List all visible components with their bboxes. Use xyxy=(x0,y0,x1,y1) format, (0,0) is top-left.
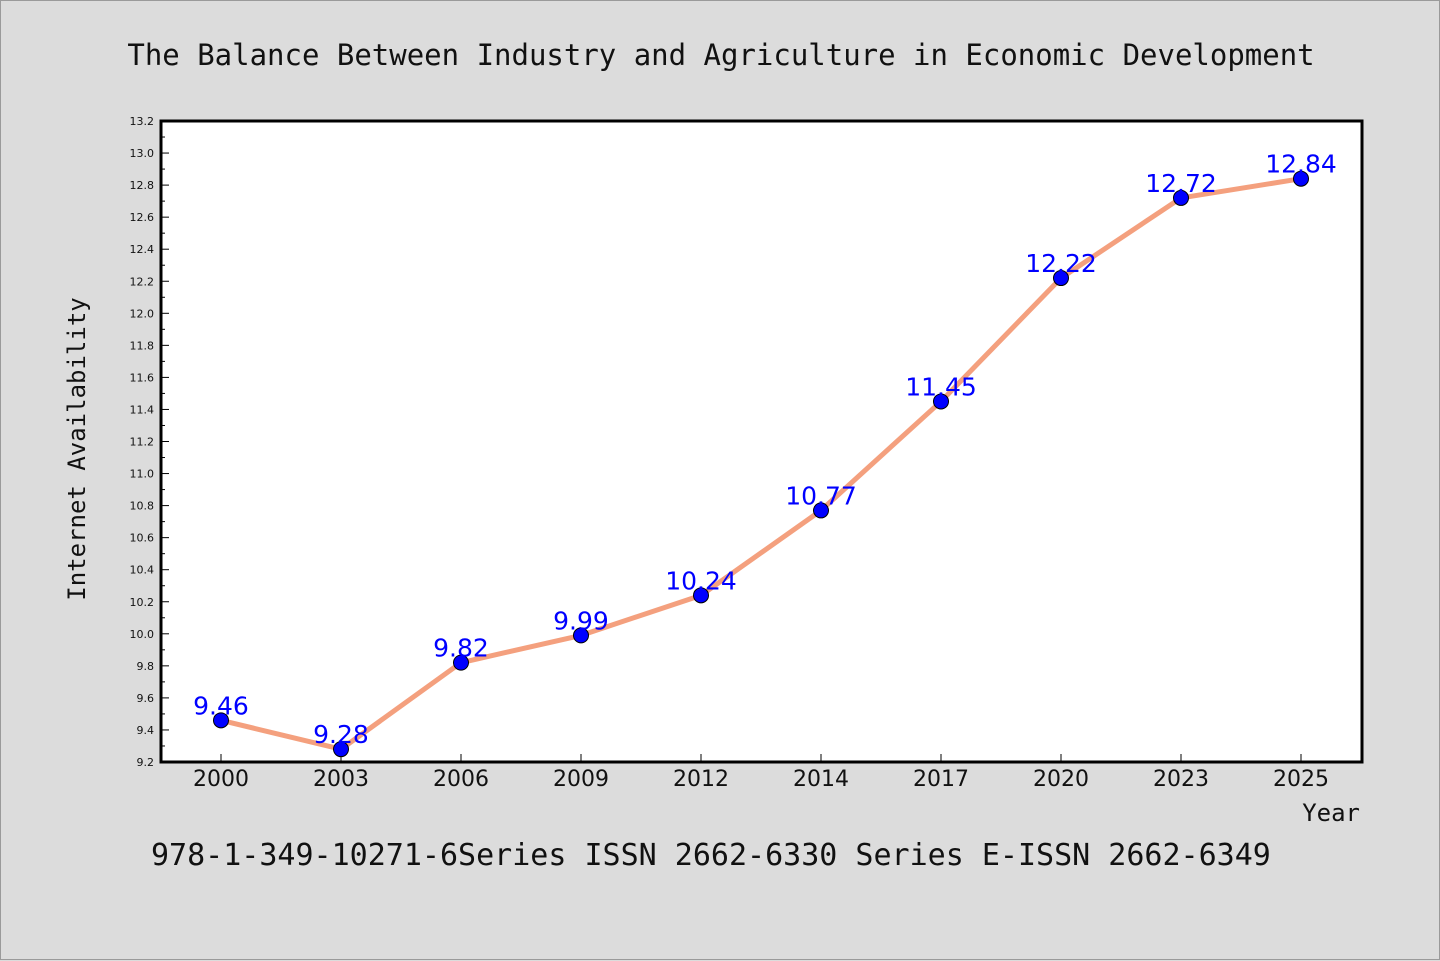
y-tick-label: 11.0 xyxy=(130,468,155,481)
x-axis: 2000 2003 2006 2009 2012 2014 2017 2020 2023 2025 xyxy=(193,754,1329,792)
y-tick-label: 10.4 xyxy=(130,564,155,577)
y-tick-label: 10.0 xyxy=(130,628,155,641)
x-tick-label: 2003 xyxy=(313,767,369,792)
x-axis-label: Year xyxy=(1302,799,1360,827)
labels-layer: 9.46 9.28 9.82 9.99 10.24 10.77 11.45 12.22 12.7… xyxy=(193,150,1337,749)
y-tick-label: 10.6 xyxy=(130,532,155,545)
footer-text: 978-1-349-10271-6Series ISSN 2662-6330 S… xyxy=(151,838,1271,873)
data-point xyxy=(213,712,229,729)
data-label: 9.99 xyxy=(553,606,609,635)
data-label: 9.46 xyxy=(193,691,249,720)
y-tick-label: 9.2 xyxy=(137,756,155,769)
data-label: 12.22 xyxy=(1025,249,1097,278)
y-axis: 9.2 9.4 9.6 9.8 10.0 10.2 10.4 10.6 10.8 11.0 11.2… xyxy=(130,115,169,769)
markers-layer xyxy=(213,170,1309,758)
data-label: 12.84 xyxy=(1265,150,1337,179)
x-tick-label: 2017 xyxy=(913,767,969,792)
data-point xyxy=(933,393,949,410)
series-line xyxy=(218,176,1304,752)
data-point xyxy=(333,741,349,758)
y-tick-label: 11.4 xyxy=(130,403,155,416)
y-tick-label: 11.8 xyxy=(130,339,155,352)
y-tick-label: 13.0 xyxy=(130,147,155,160)
y-tick-label: 13.2 xyxy=(130,115,155,128)
chart-title: The Balance Between Industry and Agricul… xyxy=(127,38,1314,72)
data-point xyxy=(813,502,829,519)
data-point xyxy=(1053,270,1069,287)
data-label: 9.28 xyxy=(313,720,369,749)
data-point xyxy=(1173,189,1189,206)
y-tick-label: 10.8 xyxy=(130,500,155,513)
x-tick-label: 2023 xyxy=(1153,767,1209,792)
x-tick-label: 2014 xyxy=(793,767,849,792)
data-point xyxy=(453,654,469,671)
data-point xyxy=(573,627,589,644)
data-point xyxy=(693,587,709,604)
series-layer xyxy=(218,176,1304,752)
y-tick-label: 9.6 xyxy=(137,692,155,705)
x-tick-label: 2012 xyxy=(673,767,729,792)
y-tick-label: 11.6 xyxy=(130,371,155,384)
y-tick-label: 12.0 xyxy=(130,307,155,320)
x-tick-label: 2006 xyxy=(433,767,489,792)
plot-area xyxy=(159,119,1364,764)
y-tick-label: 9.4 xyxy=(137,724,155,737)
data-label: 9.82 xyxy=(433,634,489,663)
y-tick-label: 12.4 xyxy=(130,243,155,256)
y-axis-label: Internet Availability xyxy=(63,297,91,600)
data-point xyxy=(1293,170,1309,187)
y-tick-label: 12.2 xyxy=(130,275,155,288)
data-label: 11.45 xyxy=(905,372,977,401)
data-label: 12.72 xyxy=(1145,169,1217,198)
data-label: 10.24 xyxy=(665,566,737,595)
x-tick-label: 2009 xyxy=(553,767,609,792)
y-tick-label: 11.2 xyxy=(130,436,155,449)
y-tick-label: 12.6 xyxy=(130,211,155,224)
y-tick-label: 9.8 xyxy=(137,660,155,673)
x-tick-label: 2025 xyxy=(1273,767,1329,792)
x-tick-label: 2000 xyxy=(193,767,249,792)
x-tick-label: 2020 xyxy=(1033,767,1089,792)
data-label: 10.77 xyxy=(785,481,857,510)
y-tick-label: 12.8 xyxy=(130,179,155,192)
y-tick-label: 10.2 xyxy=(130,596,155,609)
